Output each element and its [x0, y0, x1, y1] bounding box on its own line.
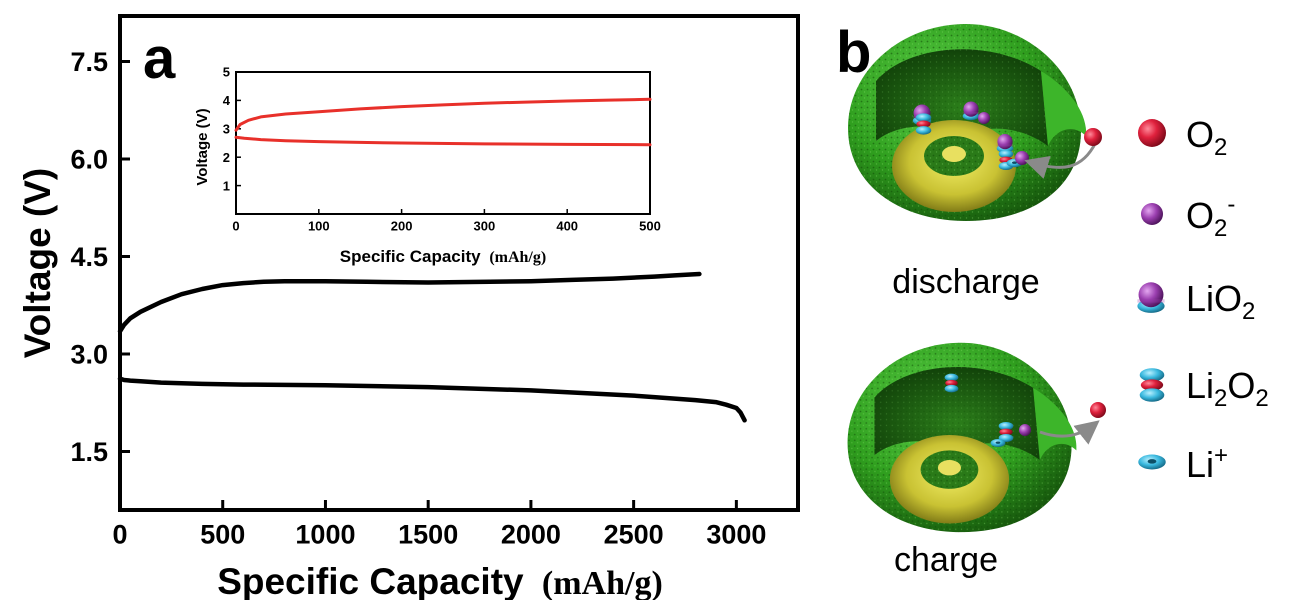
charge-li2o2-icon-2 [998, 422, 1014, 442]
legend: O2 O2- LiO2 Li2O2 Li+ [1137, 114, 1269, 485]
discharge-superoxide-icon [978, 112, 990, 124]
inset-x-ticks: 0 100 200 300 400 500 [232, 209, 661, 233]
main-y-tick-label: 7.5 [70, 47, 108, 77]
charge-arrow-icon [1039, 420, 1100, 445]
main-y-tick-label: 6.0 [70, 145, 108, 175]
inset-x-tick-label: 0 [232, 218, 239, 233]
inset-y-tick-label: 1 [223, 178, 230, 193]
charge-sphere-illustration [847, 342, 1106, 533]
legend-item-superoxide: O2- [1141, 191, 1235, 242]
inset-series [234, 97, 652, 147]
main-x-axis-unit: (mAh/g) [542, 565, 663, 600]
discharge-lio2-icon-3 [996, 134, 1014, 153]
panel-a: 1.53.04.56.07.5 0 500 1000 1500 2000 2500 3000… [17, 14, 800, 600]
legend-label-li2o2: Li2O2 [1186, 365, 1269, 412]
main-x-tick-label: 1500 [398, 520, 458, 550]
main-x-tick-label: 0 [112, 520, 127, 550]
main-y-tick-label: 3.0 [70, 340, 108, 370]
inset-y-tick-label: 4 [223, 93, 231, 108]
discharge-li2o2-icon [915, 113, 932, 135]
inset-y-tick-label: 3 [223, 121, 230, 136]
legend-item-lio2: LiO2 [1137, 278, 1255, 325]
main-x-tick-label: 1000 [295, 520, 355, 550]
discharge-lio2-icon-2 [962, 101, 980, 121]
o2-sphere-icon [1138, 119, 1166, 147]
legend-item-li2o2: Li2O2 [1139, 365, 1269, 412]
main-y-axis-title: Voltage (V) [17, 168, 58, 359]
lio2-cluster-icon [1137, 282, 1165, 313]
li-ion-disc-icon [1138, 454, 1166, 470]
main-series [117, 271, 747, 423]
charge-superoxide-icon [1019, 424, 1031, 436]
main-x-tick-label: 2000 [501, 520, 561, 550]
inset-series-line-1 [234, 97, 652, 132]
inset-y-tick-label: 5 [223, 65, 230, 80]
legend-label-o2: O2 [1186, 114, 1227, 161]
panel-b: b discharge charge [836, 20, 1269, 579]
main-y-tick-label: 1.5 [70, 437, 108, 467]
inset-x-tick-label: 300 [474, 218, 496, 233]
discharge-arrow-icon [1024, 141, 1098, 179]
inset-y-ticks: 1 2 3 4 5 [223, 65, 241, 193]
legend-item-li-ion: Li+ [1138, 442, 1228, 485]
discharge-superoxide-icon-2 [1015, 151, 1029, 165]
inset-x-tick-label: 500 [639, 218, 661, 233]
main-x-tick-label: 500 [200, 520, 245, 550]
main-x-tick-label: 2500 [604, 520, 664, 550]
inset-y-tick-label: 2 [223, 150, 230, 165]
inset-x-axis-unit: (mAh/g) [489, 249, 546, 266]
main-series-line-1 [117, 271, 702, 334]
main-x-ticks: 0 500 1000 1500 2000 2500 3000 [112, 500, 766, 550]
discharge-sphere-illustration [848, 24, 1102, 221]
charge-shell-icon [847, 342, 1077, 533]
inset-x-tick-label: 100 [308, 218, 330, 233]
charge-li2o2-icon [944, 373, 959, 393]
main-x-axis-label: Specific Capacity [217, 561, 524, 600]
li2o2-stack-icon [1139, 368, 1165, 402]
main-x-tick-label: 3000 [706, 520, 766, 550]
inset-x-axis-title: Specific Capacity (mAh/g) [340, 247, 546, 266]
main-y-tick-label: 4.5 [70, 242, 108, 272]
discharge-caption: discharge [892, 263, 1039, 301]
main-x-axis-title: Specific Capacity (mAh/g) [217, 561, 663, 600]
inset-y-axis-title: Voltage (V) [194, 108, 211, 185]
legend-item-o2: O2 [1138, 114, 1227, 161]
main-y-ticks: 1.5 3.0 4.5 6.0 7.5 [70, 47, 130, 467]
main-series-line-2 [117, 376, 747, 423]
charge-caption: charge [894, 541, 998, 579]
discharge-shell-icon [848, 24, 1087, 221]
legend-label-li-ion: Li+ [1186, 442, 1228, 485]
legend-label-superoxide: O2- [1186, 191, 1235, 242]
legend-label-lio2: LiO2 [1186, 278, 1255, 325]
inset-x-tick-label: 200 [391, 218, 413, 233]
inset-x-axis-label: Specific Capacity [340, 247, 481, 266]
inset-x-tick-label: 400 [556, 218, 578, 233]
discharge-o2-icon [1084, 128, 1102, 146]
panel-a-letter: a [143, 26, 176, 91]
superoxide-sphere-icon [1141, 203, 1163, 225]
inset-chart: 1 2 3 4 5 0 100 200 300 400 500 Specific Capacity… [194, 65, 661, 266]
main-plot-frame [118, 14, 800, 512]
charge-o2-icon [1090, 402, 1106, 418]
charge-li-icon [990, 439, 1006, 447]
inset-series-line-2 [234, 135, 652, 147]
